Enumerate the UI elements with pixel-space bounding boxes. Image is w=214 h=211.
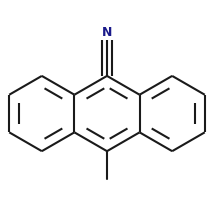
Text: N: N xyxy=(102,26,112,39)
